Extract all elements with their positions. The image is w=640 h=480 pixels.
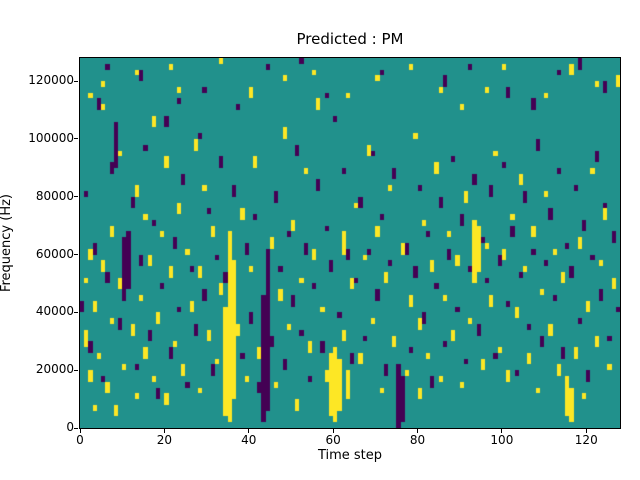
x-tick-label: 120	[574, 433, 598, 447]
x-tick-label: 20	[156, 433, 173, 447]
x-tick-label: 60	[325, 433, 341, 447]
x-tick-mark	[79, 429, 81, 433]
x-tick-mark	[501, 429, 503, 433]
y-tick-label: 0	[66, 420, 74, 434]
x-axis-label: Time step	[317, 448, 383, 463]
axes-frame	[79, 57, 621, 429]
y-tick-mark	[74, 427, 78, 429]
x-tick-mark	[332, 429, 334, 433]
plot-title: Predicted : PM	[296, 30, 404, 48]
y-tick-mark	[74, 311, 78, 313]
y-tick-label: 120000	[28, 73, 74, 88]
y-tick-mark	[74, 254, 78, 256]
x-tick-mark	[585, 429, 587, 433]
y-tick-mark	[74, 80, 78, 82]
y-tick-label: 40000	[35, 304, 74, 319]
y-tick-label: 100000	[28, 130, 74, 145]
x-tick-label: 0	[76, 433, 84, 447]
x-tick-label: 40	[241, 433, 257, 447]
x-tick-label: 100	[490, 433, 514, 447]
y-tick-label: 80000	[35, 188, 74, 203]
y-tick-label: 20000	[35, 362, 74, 377]
heatmap-canvas	[80, 58, 620, 428]
y-tick-mark	[74, 369, 78, 371]
y-tick-label: 60000	[35, 246, 74, 261]
y-tick-mark	[74, 138, 78, 140]
x-tick-label: 80	[409, 433, 426, 447]
x-tick-mark	[163, 429, 165, 433]
x-tick-mark	[248, 429, 250, 433]
x-tick-mark	[417, 429, 418, 433]
y-tick-mark	[74, 196, 78, 198]
